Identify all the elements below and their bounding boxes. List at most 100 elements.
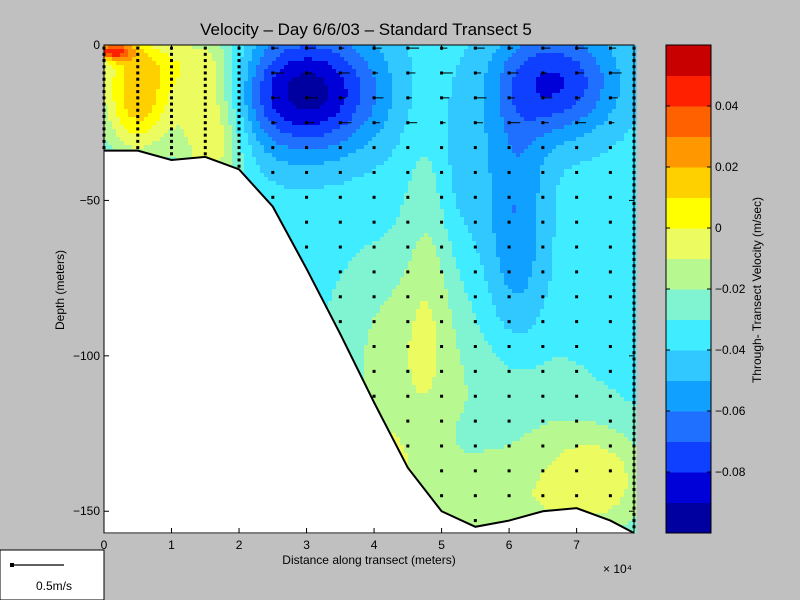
contour-cell <box>104 137 109 142</box>
contour-cell <box>316 77 321 82</box>
contour-cell <box>376 193 381 198</box>
contour-cell <box>376 377 381 382</box>
contour-cell <box>408 429 413 434</box>
contour-cell <box>412 257 417 262</box>
contour-cell <box>296 57 301 62</box>
contour-cell <box>360 297 365 302</box>
contour-cell <box>436 469 441 474</box>
contour-cell <box>152 89 157 94</box>
contour-cell <box>404 97 409 102</box>
contour-cell <box>300 61 305 66</box>
contour-cell <box>332 45 337 50</box>
contour-cell <box>312 121 317 126</box>
contour-cell <box>376 385 381 390</box>
contour-cell <box>396 257 401 262</box>
contour-cell <box>408 89 413 94</box>
contour-cell <box>408 453 413 458</box>
contour-cell <box>308 185 313 190</box>
contour-cell <box>432 57 437 62</box>
contour-cell <box>428 209 433 214</box>
contour-cell <box>384 125 389 130</box>
contour-cell <box>420 197 425 202</box>
contour-cell <box>376 381 381 386</box>
contour-cell <box>128 65 133 70</box>
contour-cell <box>360 129 365 134</box>
contour-cell <box>324 105 329 110</box>
contour-cell <box>104 49 109 54</box>
contour-cell <box>440 413 445 418</box>
contour-cell <box>384 281 389 286</box>
contour-cell <box>332 117 337 122</box>
contour-cell <box>400 421 405 426</box>
contour-cell <box>416 213 421 218</box>
contour-cell <box>436 325 441 330</box>
contour-cell <box>428 341 433 346</box>
contour-cell <box>156 89 161 94</box>
contour-cell <box>324 145 329 150</box>
contour-cell <box>248 121 253 126</box>
contour-cell <box>168 85 173 90</box>
contour-cell <box>436 401 441 406</box>
contour-cell <box>344 297 349 302</box>
contour-cell <box>388 309 393 314</box>
contour-cell <box>196 141 201 146</box>
contour-cell <box>380 369 385 374</box>
contour-cell <box>356 225 361 230</box>
contour-cell <box>360 353 365 358</box>
contour-cell <box>436 157 441 162</box>
contour-cell <box>352 69 357 74</box>
contour-cell <box>400 441 405 446</box>
contour-cell <box>440 313 445 318</box>
contour-cell <box>352 281 357 286</box>
contour-cell <box>104 69 109 74</box>
contour-cell <box>292 185 297 190</box>
contour-cell <box>216 53 221 58</box>
contour-cell <box>444 109 449 114</box>
contour-cell <box>376 341 381 346</box>
contour-cell <box>216 89 221 94</box>
contour-cell <box>112 141 117 146</box>
contour-cell <box>436 289 441 294</box>
contour-cell <box>388 53 393 58</box>
contour-cell <box>272 109 277 114</box>
contour-cell <box>388 197 393 202</box>
contour-cell <box>416 297 421 302</box>
contour-cell <box>380 313 385 318</box>
contour-cell <box>388 389 393 394</box>
contour-cell <box>400 341 405 346</box>
contour-cell <box>356 85 361 90</box>
contour-cell <box>140 45 145 50</box>
contour-cell <box>360 373 365 378</box>
contour-cell <box>352 349 357 354</box>
contour-cell <box>424 289 429 294</box>
contour-cell <box>284 57 289 62</box>
contour-cell <box>404 117 409 122</box>
contour-cell <box>276 161 281 166</box>
contour-cell <box>344 273 349 278</box>
contour-cell <box>132 93 137 98</box>
contour-cell <box>116 125 121 130</box>
contour-cell <box>328 305 333 310</box>
contour-cell <box>352 221 357 226</box>
contour-cell <box>364 253 369 258</box>
contour-cell <box>304 205 309 210</box>
contour-cell <box>364 305 369 310</box>
contour-cell <box>412 357 417 362</box>
contour-cell <box>432 141 437 146</box>
contour-cell <box>156 153 161 158</box>
contour-cell <box>232 81 237 86</box>
contour-cell <box>296 141 301 146</box>
contour-cell <box>404 317 409 322</box>
contour-cell <box>128 129 133 134</box>
contour-cell <box>384 333 389 338</box>
contour-cell <box>348 181 353 186</box>
contour-cell <box>376 405 381 410</box>
contour-cell <box>420 433 425 438</box>
contour-cell <box>432 177 437 182</box>
contour-cell <box>424 133 429 138</box>
contour-cell <box>428 285 433 290</box>
contour-cell <box>300 113 305 118</box>
contour-cell <box>348 265 353 270</box>
contour-cell <box>400 173 405 178</box>
contour-cell <box>328 129 333 134</box>
